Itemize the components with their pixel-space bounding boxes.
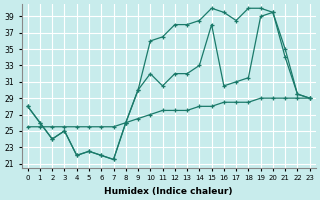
X-axis label: Humidex (Indice chaleur): Humidex (Indice chaleur) <box>104 187 233 196</box>
